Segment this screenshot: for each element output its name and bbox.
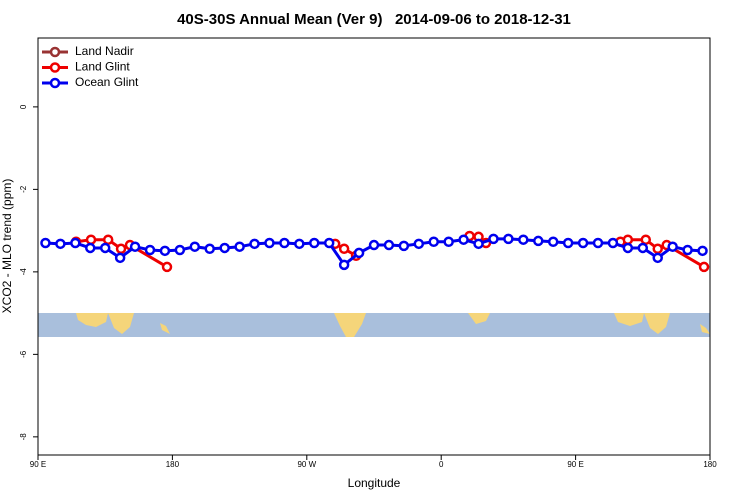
data-point bbox=[652, 243, 663, 255]
data-point bbox=[189, 241, 201, 252]
legend-marker bbox=[49, 77, 61, 89]
y-tick-label: -4 bbox=[19, 268, 28, 276]
data-point bbox=[622, 234, 634, 245]
data-point bbox=[547, 236, 559, 248]
data-point bbox=[592, 237, 604, 249]
data-point bbox=[698, 261, 710, 273]
data-point bbox=[294, 238, 305, 250]
x-tick-label: 90 E bbox=[30, 460, 46, 469]
plot-frame bbox=[37, 37, 711, 456]
x-tick-label: 180 bbox=[703, 460, 717, 469]
data-point bbox=[204, 243, 215, 255]
data-point bbox=[652, 252, 663, 264]
y-tick-label: -8 bbox=[19, 433, 28, 441]
legend-label: Ocean Glint bbox=[75, 75, 139, 89]
data-point bbox=[102, 234, 114, 245]
data-point bbox=[174, 244, 186, 256]
data-point bbox=[159, 245, 171, 257]
data-point bbox=[55, 238, 66, 250]
data-point bbox=[115, 243, 127, 255]
data-point bbox=[458, 234, 469, 245]
legend-label: Land Nadir bbox=[75, 44, 134, 58]
data-point bbox=[99, 242, 111, 254]
y-axis-label: XCO2 - MLO trend (ppm) bbox=[0, 179, 14, 314]
data-point bbox=[129, 241, 141, 252]
map-strip bbox=[38, 313, 710, 337]
data-point bbox=[398, 240, 410, 252]
data-point bbox=[309, 237, 320, 249]
data-point bbox=[473, 238, 484, 250]
y-tick-label: -6 bbox=[19, 350, 28, 358]
data-point bbox=[353, 247, 365, 259]
x-tick-label: 180 bbox=[166, 460, 180, 469]
chart-title: 40S-30S Annual Mean (Ver 9) 2014-09-06 t… bbox=[177, 11, 571, 28]
data-point bbox=[279, 237, 290, 249]
x-tick-label: 90 E bbox=[567, 460, 583, 469]
y-tick-label: -2 bbox=[19, 185, 28, 193]
legend-marker bbox=[49, 62, 61, 73]
data-point bbox=[503, 233, 514, 245]
data-point bbox=[607, 237, 619, 249]
y-tick-label: 0 bbox=[19, 104, 28, 109]
data-point bbox=[428, 236, 439, 248]
data-point bbox=[70, 237, 81, 249]
data-point bbox=[697, 245, 708, 257]
legend-label: Land Glint bbox=[75, 60, 130, 74]
x-tick-label: 90 W bbox=[297, 460, 316, 469]
data-point bbox=[144, 244, 156, 256]
data-point bbox=[323, 237, 335, 249]
data-point bbox=[85, 234, 97, 245]
data-point bbox=[443, 236, 454, 248]
data-point bbox=[518, 234, 529, 245]
data-point bbox=[234, 241, 245, 252]
data-point bbox=[338, 259, 350, 271]
data-point bbox=[264, 237, 275, 249]
data-point bbox=[338, 243, 350, 255]
data-point bbox=[413, 238, 425, 250]
data-point bbox=[682, 244, 693, 256]
x-tick-label: 0 bbox=[439, 460, 444, 469]
data-point bbox=[622, 242, 634, 254]
data-point bbox=[533, 235, 544, 247]
data-point bbox=[383, 239, 395, 251]
data-point bbox=[219, 242, 230, 254]
legend-marker bbox=[49, 46, 61, 58]
data-point bbox=[40, 237, 51, 249]
data-point bbox=[488, 233, 499, 245]
data-point bbox=[667, 241, 678, 252]
data-point bbox=[640, 234, 652, 245]
data-point bbox=[249, 238, 260, 250]
data-point bbox=[85, 242, 96, 254]
data-point bbox=[562, 237, 574, 249]
data-point bbox=[161, 261, 173, 273]
data-point bbox=[577, 237, 589, 249]
data-point bbox=[368, 239, 380, 251]
data-point bbox=[637, 242, 649, 254]
data-point bbox=[114, 252, 126, 264]
x-axis-label: Longitude bbox=[348, 476, 401, 490]
